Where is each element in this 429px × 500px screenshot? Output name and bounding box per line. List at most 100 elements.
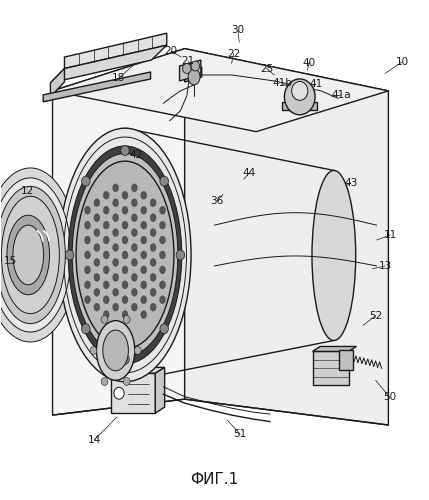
Ellipse shape — [0, 186, 65, 324]
Circle shape — [191, 61, 199, 71]
Ellipse shape — [85, 251, 91, 259]
Circle shape — [182, 64, 191, 74]
Ellipse shape — [1, 196, 59, 314]
Ellipse shape — [141, 236, 147, 244]
Polygon shape — [155, 368, 165, 413]
Ellipse shape — [103, 310, 109, 318]
Text: 18: 18 — [112, 74, 125, 84]
Text: 13: 13 — [378, 261, 392, 271]
Ellipse shape — [72, 154, 178, 356]
Ellipse shape — [312, 170, 356, 340]
Ellipse shape — [160, 251, 166, 259]
Ellipse shape — [103, 296, 109, 304]
Ellipse shape — [150, 214, 156, 222]
Ellipse shape — [85, 236, 91, 244]
Text: 41b: 41b — [273, 78, 293, 88]
Text: 25: 25 — [260, 64, 273, 74]
Polygon shape — [180, 60, 201, 81]
Ellipse shape — [113, 274, 118, 281]
Text: 14: 14 — [88, 435, 101, 445]
Ellipse shape — [103, 236, 109, 244]
Ellipse shape — [150, 288, 156, 296]
Ellipse shape — [103, 266, 109, 274]
Text: 30: 30 — [231, 25, 245, 35]
Ellipse shape — [160, 206, 166, 214]
Ellipse shape — [131, 258, 137, 266]
Ellipse shape — [85, 296, 91, 304]
Ellipse shape — [0, 168, 77, 342]
Text: 42: 42 — [129, 150, 142, 160]
Text: 44: 44 — [243, 168, 256, 178]
Polygon shape — [64, 33, 167, 68]
Polygon shape — [50, 68, 64, 97]
Circle shape — [134, 346, 141, 354]
Text: 12: 12 — [20, 186, 33, 196]
Polygon shape — [52, 48, 184, 415]
Ellipse shape — [113, 199, 118, 206]
Ellipse shape — [131, 228, 137, 236]
Circle shape — [82, 176, 90, 186]
Ellipse shape — [85, 281, 91, 289]
Ellipse shape — [103, 281, 109, 289]
Polygon shape — [184, 48, 388, 425]
Ellipse shape — [94, 258, 100, 266]
Ellipse shape — [292, 82, 308, 100]
Ellipse shape — [141, 281, 147, 289]
Ellipse shape — [113, 244, 118, 252]
Ellipse shape — [141, 221, 147, 229]
Circle shape — [176, 250, 184, 260]
Ellipse shape — [94, 288, 100, 296]
Ellipse shape — [13, 225, 44, 285]
Ellipse shape — [94, 199, 100, 206]
Ellipse shape — [113, 214, 118, 222]
Polygon shape — [111, 374, 155, 413]
Circle shape — [90, 346, 97, 354]
Ellipse shape — [113, 303, 118, 311]
Text: 40: 40 — [302, 58, 316, 68]
Ellipse shape — [122, 192, 128, 200]
Ellipse shape — [141, 192, 147, 200]
Ellipse shape — [85, 266, 91, 274]
Text: 11: 11 — [384, 230, 397, 240]
Ellipse shape — [131, 244, 137, 252]
Ellipse shape — [141, 266, 147, 274]
Ellipse shape — [113, 228, 118, 236]
Ellipse shape — [150, 303, 156, 311]
Text: 52: 52 — [369, 310, 382, 320]
Ellipse shape — [85, 221, 91, 229]
Ellipse shape — [94, 214, 100, 222]
Ellipse shape — [122, 281, 128, 289]
Ellipse shape — [113, 184, 118, 192]
Ellipse shape — [122, 206, 128, 214]
Ellipse shape — [122, 221, 128, 229]
Polygon shape — [282, 102, 317, 110]
Ellipse shape — [150, 228, 156, 236]
Circle shape — [101, 316, 108, 324]
Ellipse shape — [160, 236, 166, 244]
Ellipse shape — [103, 206, 109, 214]
Ellipse shape — [160, 221, 166, 229]
Circle shape — [123, 316, 130, 324]
Polygon shape — [313, 346, 356, 352]
Circle shape — [160, 176, 169, 186]
Circle shape — [82, 324, 90, 334]
Circle shape — [121, 354, 129, 364]
Ellipse shape — [122, 236, 128, 244]
Ellipse shape — [141, 206, 147, 214]
Ellipse shape — [131, 288, 137, 296]
Ellipse shape — [122, 251, 128, 259]
Ellipse shape — [113, 258, 118, 266]
Ellipse shape — [113, 288, 118, 296]
Ellipse shape — [131, 303, 137, 311]
Text: 20: 20 — [164, 46, 178, 56]
Ellipse shape — [97, 320, 135, 380]
Ellipse shape — [150, 244, 156, 252]
Ellipse shape — [94, 244, 100, 252]
Ellipse shape — [0, 178, 71, 332]
Ellipse shape — [94, 274, 100, 281]
Ellipse shape — [141, 296, 147, 304]
Ellipse shape — [7, 215, 50, 294]
Text: 43: 43 — [344, 178, 357, 188]
Polygon shape — [111, 368, 165, 374]
Ellipse shape — [141, 251, 147, 259]
